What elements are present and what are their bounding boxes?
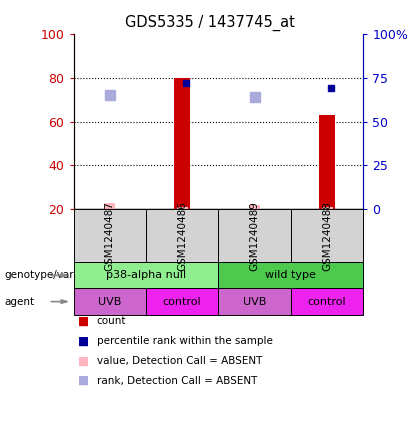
Text: control: control xyxy=(308,297,346,307)
Text: control: control xyxy=(163,297,202,307)
Bar xyxy=(319,115,335,209)
Bar xyxy=(174,78,190,209)
Text: GSM1240488: GSM1240488 xyxy=(322,201,332,271)
Text: genotype/variation: genotype/variation xyxy=(4,270,103,280)
Text: UVB: UVB xyxy=(98,297,121,307)
Text: ■: ■ xyxy=(78,374,89,387)
Text: percentile rank within the sample: percentile rank within the sample xyxy=(97,336,273,346)
Bar xyxy=(104,203,115,209)
Bar xyxy=(249,205,260,209)
Text: value, Detection Call = ABSENT: value, Detection Call = ABSENT xyxy=(97,356,262,366)
Text: GSM1240489: GSM1240489 xyxy=(249,201,260,271)
Text: wild type: wild type xyxy=(265,270,316,280)
Bar xyxy=(322,207,333,209)
Bar xyxy=(177,207,188,209)
Text: ■: ■ xyxy=(78,315,89,327)
Text: GSM1240486: GSM1240486 xyxy=(177,201,187,271)
Text: count: count xyxy=(97,316,126,326)
Text: ■: ■ xyxy=(78,354,89,367)
Text: ■: ■ xyxy=(78,335,89,347)
Text: GDS5335 / 1437745_at: GDS5335 / 1437745_at xyxy=(125,15,295,31)
Text: GSM1240487: GSM1240487 xyxy=(105,201,115,271)
Text: agent: agent xyxy=(4,297,34,307)
Text: UVB: UVB xyxy=(243,297,266,307)
Text: rank, Detection Call = ABSENT: rank, Detection Call = ABSENT xyxy=(97,376,257,386)
Text: p38-alpha null: p38-alpha null xyxy=(106,270,186,280)
